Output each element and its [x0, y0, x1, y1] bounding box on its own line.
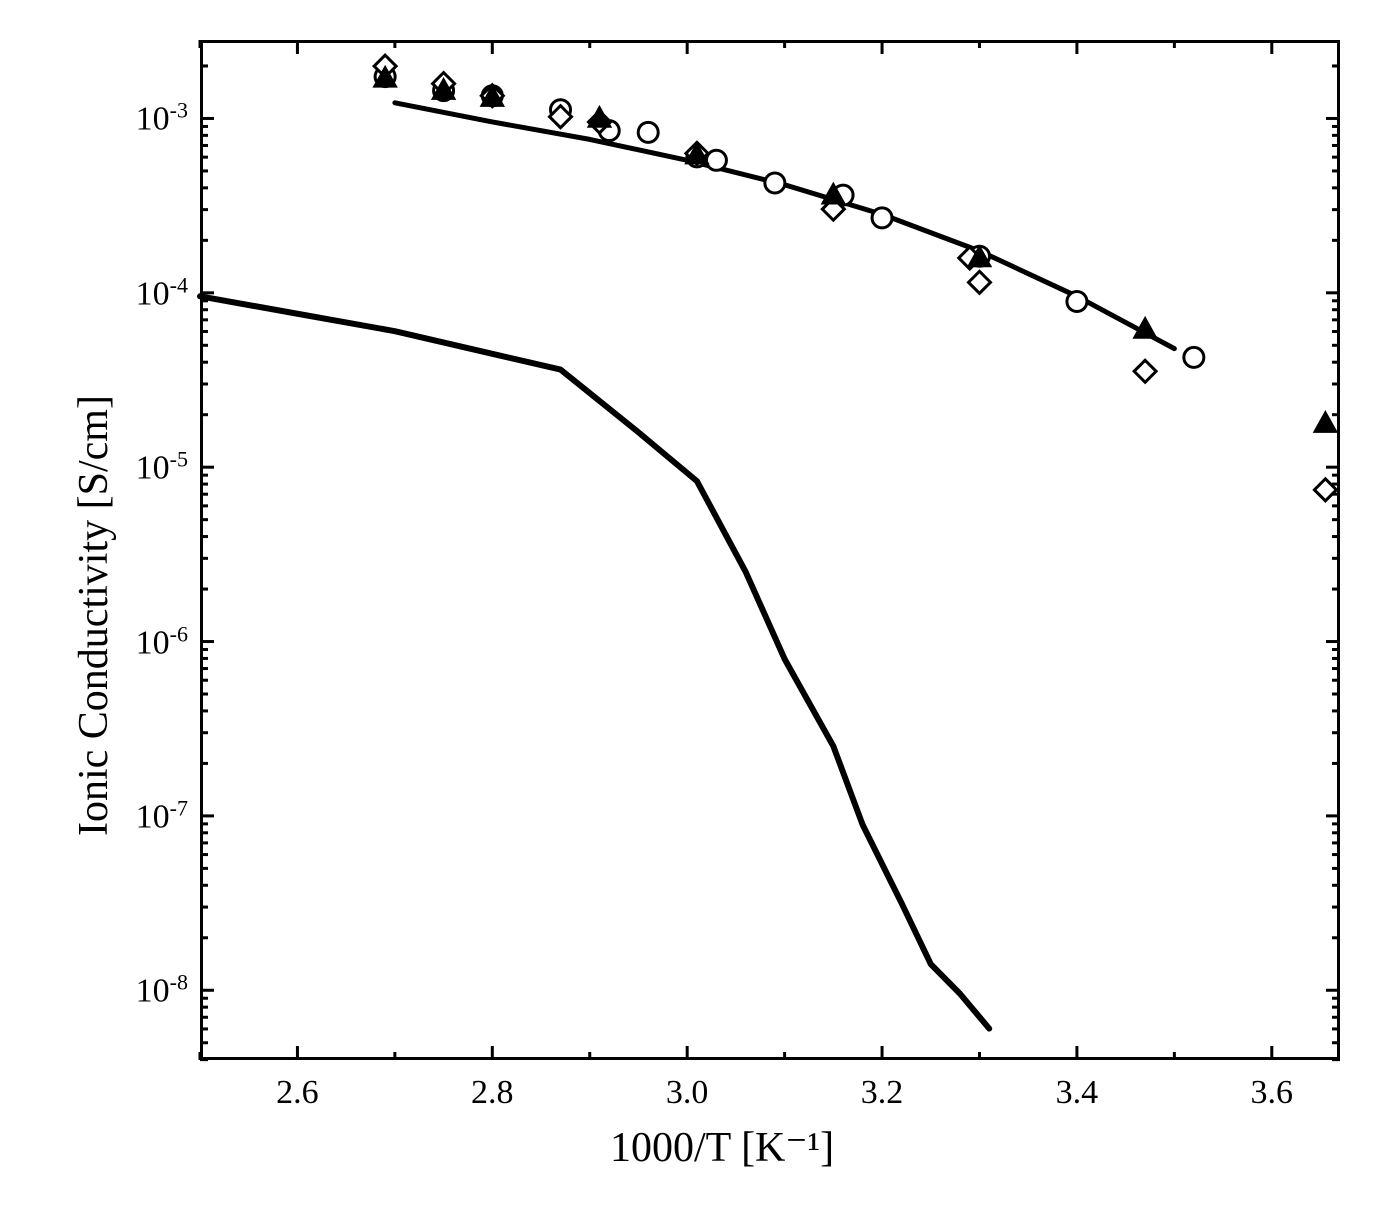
x-tick-label: 3.4: [1056, 1074, 1099, 1112]
x-axis-label: 1000/T [K⁻¹]: [610, 1122, 834, 1172]
lower-curve: [200, 296, 989, 1028]
x-tick-label: 2.8: [471, 1074, 514, 1112]
upper-fit-line: [395, 103, 1174, 349]
y-tick-label: 10-7: [136, 795, 188, 836]
circle-series-marker: [872, 208, 892, 228]
circle-series-marker: [1067, 292, 1087, 312]
y-tick-label: 10-8: [136, 970, 188, 1011]
circle-series-marker: [1184, 347, 1204, 367]
circle-series-marker: [765, 173, 785, 193]
plot-svg: [0, 0, 1376, 1232]
x-tick-label: 3.6: [1251, 1074, 1294, 1112]
y-tick-label: 10-6: [136, 621, 188, 662]
x-tick-label: 3.2: [861, 1074, 904, 1112]
x-tick-label: 3.0: [666, 1074, 709, 1112]
x-tick-label: 2.6: [276, 1074, 319, 1112]
chart-container: Ionic Conductivity [S/cm] 1000/T [K⁻¹] 2…: [0, 0, 1376, 1232]
y-tick-label: 10-5: [136, 447, 188, 488]
diamond-series-marker: [1134, 360, 1156, 382]
y-axis-label: Ionic Conductivity [S/cm]: [70, 395, 118, 836]
diamond-series-marker: [1314, 479, 1336, 501]
y-tick-label: 10-3: [136, 98, 188, 139]
circle-series-marker: [638, 122, 658, 142]
y-tick-label: 10-4: [136, 272, 188, 313]
diamond-series-marker: [968, 271, 990, 293]
